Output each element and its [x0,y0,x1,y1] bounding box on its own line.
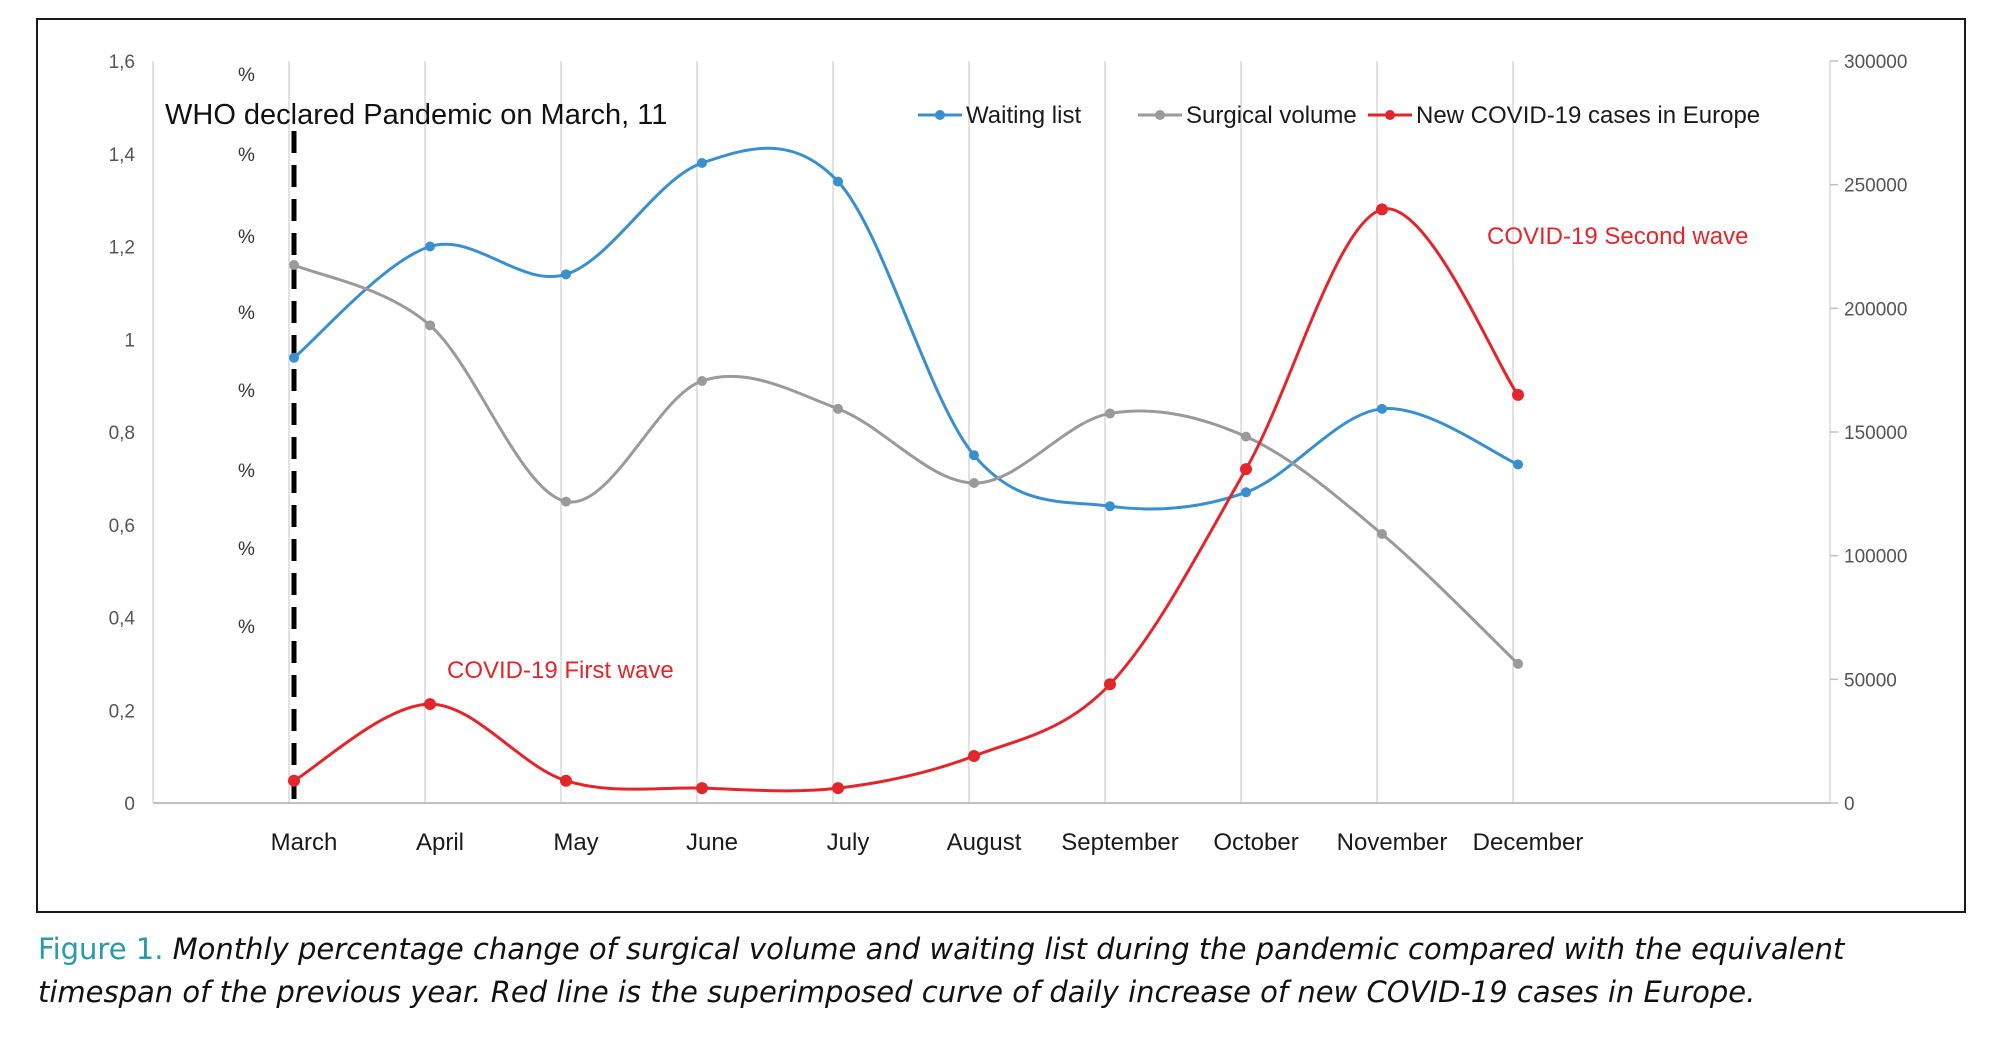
surgical-volume-point [833,403,843,414]
second-wave-annotation: COVID-19 Second wave [1487,223,1748,250]
waiting-list-line [293,146,1519,511]
grid [152,61,1831,803]
new-covid-19-cases-in-europe-point [560,774,572,787]
left-axis-tick-label: 1,2 [109,238,135,259]
x-axis-month-label: August [947,829,1022,856]
waiting-list-point [289,352,299,363]
waiting-list-point [561,269,571,280]
surgical-volume-point [969,478,979,489]
percent-unit-label: % [238,461,255,482]
first-wave-annotation: COVID-19 First wave [447,657,674,684]
x-axis-month-label: November [1337,829,1448,856]
left-axis-tick-label: 0,6 [109,516,135,537]
caption-text: Monthly percentage change of surgical vo… [38,932,1845,1009]
waiting-list-point [697,158,707,169]
left-axis-tick-label: 1,6 [109,52,135,73]
new-covid-19-cases-in-europe-point [968,750,980,763]
legend-label: Waiting list [966,102,1081,129]
new-covid-19-cases-in-europe-point [424,698,436,711]
percent-unit-label: % [238,539,255,560]
new-covid-19-cases-in-europe-point [1376,203,1388,216]
series [288,146,1524,795]
percent-unit-label: % [238,65,255,86]
x-axis-month-label: April [416,829,464,856]
surgical-volume-point [1513,658,1523,669]
x-axis-month-label: December [1473,829,1584,856]
legend-swatch-marker [935,110,945,120]
legend-label: Surgical volume [1186,102,1357,129]
left-axis-tick-label: 1,4 [109,145,136,166]
waiting-list-point [969,450,979,461]
percent-unit-label: % [238,227,255,248]
waiting-list-point [1241,487,1251,498]
figure-frame: 0 0,2 0,4 0,6 0,8 1 1,2 1,4 1,6%%%%%%%% 0 50000 100… [36,18,1966,913]
right-axis-tick-label: 50000 [1844,670,1897,691]
right-axis-tick-label: 250000 [1844,176,1907,197]
surgical-volume-point [561,496,571,507]
percent-unit-label: % [238,303,255,324]
surgical-volume-point [1377,529,1387,540]
left-axis-tick-label: 0,8 [109,423,135,444]
waiting-list-point [1377,403,1387,414]
surgical-volume-point [1241,431,1251,442]
surgical-volume-line [293,263,1520,665]
x-axis-month-label: March [271,829,338,856]
right-axis-tick-label: 100000 [1844,547,1907,568]
new-covid-19-cases-in-europe-point [1240,463,1252,476]
new-covid-19-cases-in-europe-point [832,782,844,795]
x-axis-month-label: July [827,829,870,856]
pandemic-annotation: WHO declared Pandemic on March, 11 [165,99,667,131]
left-axis-tick-label: 0 [124,794,135,815]
right-axis-tick-label: 300000 [1844,52,1907,73]
legend-label: New COVID-19 cases in Europe [1416,102,1760,129]
left-axis-tick-label: 1 [124,330,135,351]
surgical-volume-point [289,260,299,271]
figure-caption: Figure 1. Monthly percentage change of s… [38,928,1958,1014]
new-covid-19-cases-in-europe-point [288,774,300,787]
surgical-volume-point [425,320,435,331]
x-axis-month-label: June [686,829,738,856]
right-axis-tick-label: 150000 [1844,423,1907,444]
left-axis-tick-label: 0,2 [109,701,135,722]
new-covid-19-cases-in-europe-point [1512,388,1524,401]
waiting-list-point [1513,459,1523,470]
percent-unit-label: % [238,617,255,638]
percent-unit-label: % [238,145,255,166]
x-axis-month-label: September [1061,829,1178,856]
left-axis-tick-label: 0,4 [109,609,136,630]
new-covid-19-cases-in-europe-point [1104,678,1116,691]
percent-unit-label: % [238,381,255,402]
surgical-volume-point [697,375,707,386]
waiting-list-point [1105,501,1115,512]
legend: Waiting list Surgical volume New COVID-19 … [918,102,1760,129]
chart: 0 0,2 0,4 0,6 0,8 1 1,2 1,4 1,6%%%%%%%% 0 50000 100… [109,52,1908,856]
x-axis-month-label: October [1213,829,1298,856]
waiting-list-point [425,241,435,252]
legend-swatch-marker [1385,110,1395,120]
right-axis-tick-label: 200000 [1844,299,1907,320]
axes: 0 0,2 0,4 0,6 0,8 1 1,2 1,4 1,6%%%%%%%% 0 50000 100… [109,52,1908,856]
right-axis-tick-label: 0 [1844,794,1855,815]
legend-swatch-marker [1155,110,1165,120]
waiting-list-point [833,176,843,187]
surgical-volume-point [1105,408,1115,419]
caption-label: Figure 1. [38,932,164,966]
new-covid-19-cases-in-europe-line [293,207,1520,793]
new-covid-19-cases-in-europe-point [696,782,708,795]
x-axis-month-label: May [553,829,598,856]
